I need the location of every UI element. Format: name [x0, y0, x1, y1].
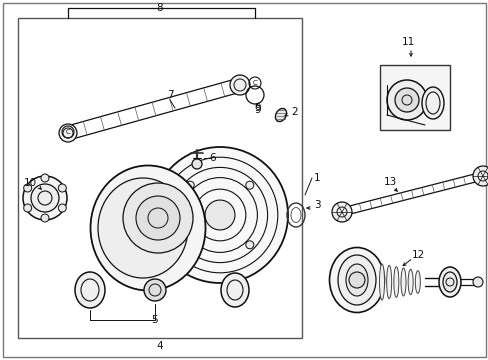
Ellipse shape — [414, 271, 420, 293]
Ellipse shape — [386, 265, 391, 299]
Circle shape — [348, 272, 364, 288]
Circle shape — [394, 88, 418, 112]
Text: 13: 13 — [383, 177, 396, 187]
Text: 3: 3 — [313, 200, 320, 210]
Bar — [379, 65, 449, 130]
Ellipse shape — [221, 273, 248, 307]
Circle shape — [245, 181, 253, 189]
Ellipse shape — [98, 178, 187, 278]
Ellipse shape — [400, 268, 405, 296]
Text: 10: 10 — [23, 178, 37, 188]
Text: 2: 2 — [291, 107, 298, 117]
Circle shape — [245, 241, 253, 249]
Text: 6: 6 — [209, 153, 216, 163]
Circle shape — [229, 75, 249, 95]
Text: 11: 11 — [401, 37, 414, 47]
Circle shape — [41, 214, 49, 222]
Circle shape — [23, 204, 32, 212]
Circle shape — [143, 279, 165, 301]
Circle shape — [186, 181, 194, 189]
Circle shape — [472, 277, 482, 287]
Bar — [18, 18, 302, 338]
Circle shape — [23, 176, 67, 220]
Text: 4: 4 — [156, 341, 163, 351]
Circle shape — [58, 204, 66, 212]
Circle shape — [472, 166, 488, 186]
Text: 1: 1 — [313, 173, 320, 183]
Circle shape — [58, 184, 66, 192]
Ellipse shape — [407, 269, 412, 295]
Circle shape — [204, 200, 234, 230]
Text: 8: 8 — [156, 3, 163, 13]
Circle shape — [136, 196, 180, 240]
Text: 9: 9 — [254, 105, 261, 115]
Text: 12: 12 — [410, 250, 424, 260]
Text: C: C — [65, 129, 70, 135]
Text: 9: 9 — [254, 103, 261, 113]
Ellipse shape — [337, 255, 375, 305]
Text: C: C — [252, 80, 257, 86]
Ellipse shape — [393, 267, 398, 297]
Circle shape — [386, 80, 426, 120]
Text: 7: 7 — [166, 90, 173, 100]
Ellipse shape — [442, 272, 456, 292]
Circle shape — [331, 202, 351, 222]
Ellipse shape — [90, 166, 205, 291]
Circle shape — [59, 124, 77, 142]
Ellipse shape — [421, 87, 443, 119]
Ellipse shape — [275, 108, 286, 122]
Ellipse shape — [329, 248, 384, 312]
Ellipse shape — [438, 267, 460, 297]
Ellipse shape — [75, 272, 105, 308]
Text: 5: 5 — [151, 315, 158, 325]
Ellipse shape — [346, 264, 367, 296]
Circle shape — [186, 241, 194, 249]
Circle shape — [41, 174, 49, 182]
Circle shape — [23, 184, 32, 192]
Ellipse shape — [379, 264, 384, 300]
Circle shape — [152, 147, 287, 283]
Circle shape — [123, 183, 193, 253]
Circle shape — [192, 159, 202, 169]
Circle shape — [31, 184, 59, 212]
